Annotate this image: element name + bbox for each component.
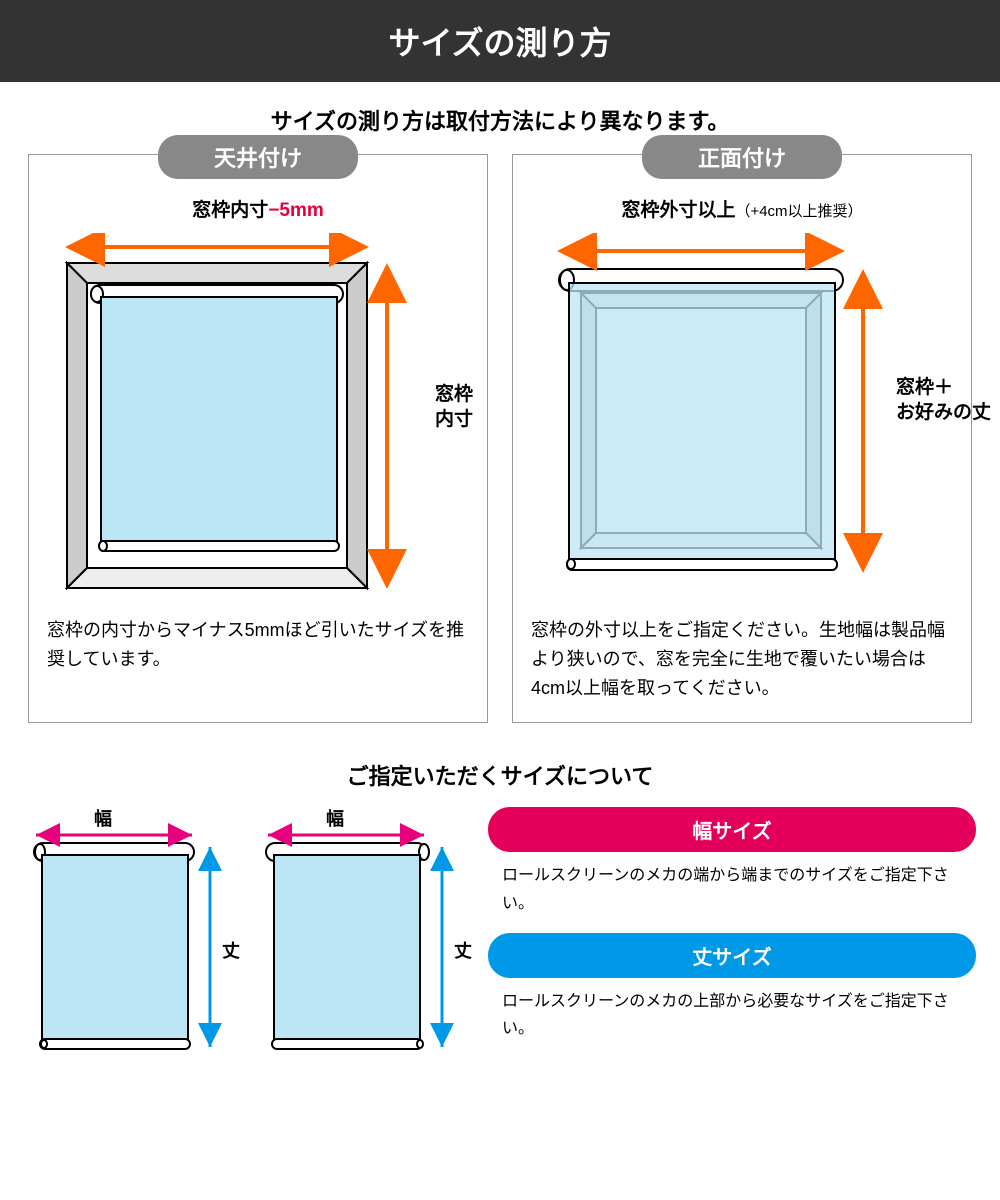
subtitle: サイズの測り方は取付方法により異なります。 <box>0 82 1000 154</box>
front-svg <box>531 233 891 593</box>
header-title: サイズの測り方 <box>0 0 1000 82</box>
small2-height-label: 丈 <box>454 937 472 963</box>
height-pill: 丈サイズ <box>488 933 976 978</box>
front-desc: 窓枠の外寸以上をご指定ください。生地幅は製品幅より狭いので、窓を完全に生地で覆い… <box>531 616 953 702</box>
width-pill: 幅サイズ <box>488 807 976 852</box>
front-top-label: 窓枠外寸以上（+4cm以上推奨） <box>531 195 953 222</box>
small1-height-label: 丈 <box>222 937 240 963</box>
small-diagram-1: 幅 丈 <box>24 807 234 1067</box>
right-col: 幅サイズ ロールスクリーンのメカの端から端までのサイズをご指定下さい。 丈サイズ… <box>488 807 976 1067</box>
panel-front-tab: 正面付け <box>642 135 842 179</box>
small-diagrams: 幅 丈 幅 丈 <box>24 807 466 1067</box>
ceiling-diagram: 窓枠 内寸 <box>47 228 469 598</box>
panel-front: 正面付け 窓枠外寸以上（+4cm以上推奨） <box>512 154 972 723</box>
front-top-sub: （+4cm以上推奨） <box>735 203 862 220</box>
small2-width-label: 幅 <box>326 805 344 831</box>
section2-title: ご指定いただくサイズについて <box>0 759 1000 791</box>
ceiling-svg <box>47 233 407 593</box>
ceiling-top-accent: −5mm <box>268 200 323 221</box>
ceiling-top-label-text: 窓枠内寸 <box>192 200 268 221</box>
small1-width-label: 幅 <box>94 805 112 831</box>
panel-ceiling-tab: 天井付け <box>158 135 358 179</box>
front-side-label: 窓枠＋ お好みの丈 <box>896 376 991 425</box>
panels-row: 天井付け 窓枠内寸−5mm <box>0 154 1000 723</box>
width-pill-text: ロールスクリーンのメカの端から端までのサイズをご指定下さい。 <box>488 852 976 932</box>
front-top-label-text: 窓枠外寸以上 <box>621 200 735 221</box>
ceiling-top-label: 窓枠内寸−5mm <box>47 195 469 222</box>
front-diagram: 窓枠＋ お好みの丈 <box>531 228 953 598</box>
ceiling-desc: 窓枠の内寸からマイナス5mmほど引いたサイズを推奨しています。 <box>47 616 469 674</box>
section2: 幅 丈 幅 丈 幅サイズ ロールスクリーンのメカの端から端までのサイズをご指定下… <box>0 807 1000 1091</box>
small-diagram-2: 幅 丈 <box>256 807 466 1067</box>
ceiling-side-label: 窓枠 内寸 <box>435 383 473 432</box>
height-pill-text: ロールスクリーンのメカの上部から必要なサイズをご指定下さい。 <box>488 978 976 1058</box>
panel-ceiling: 天井付け 窓枠内寸−5mm <box>28 154 488 723</box>
